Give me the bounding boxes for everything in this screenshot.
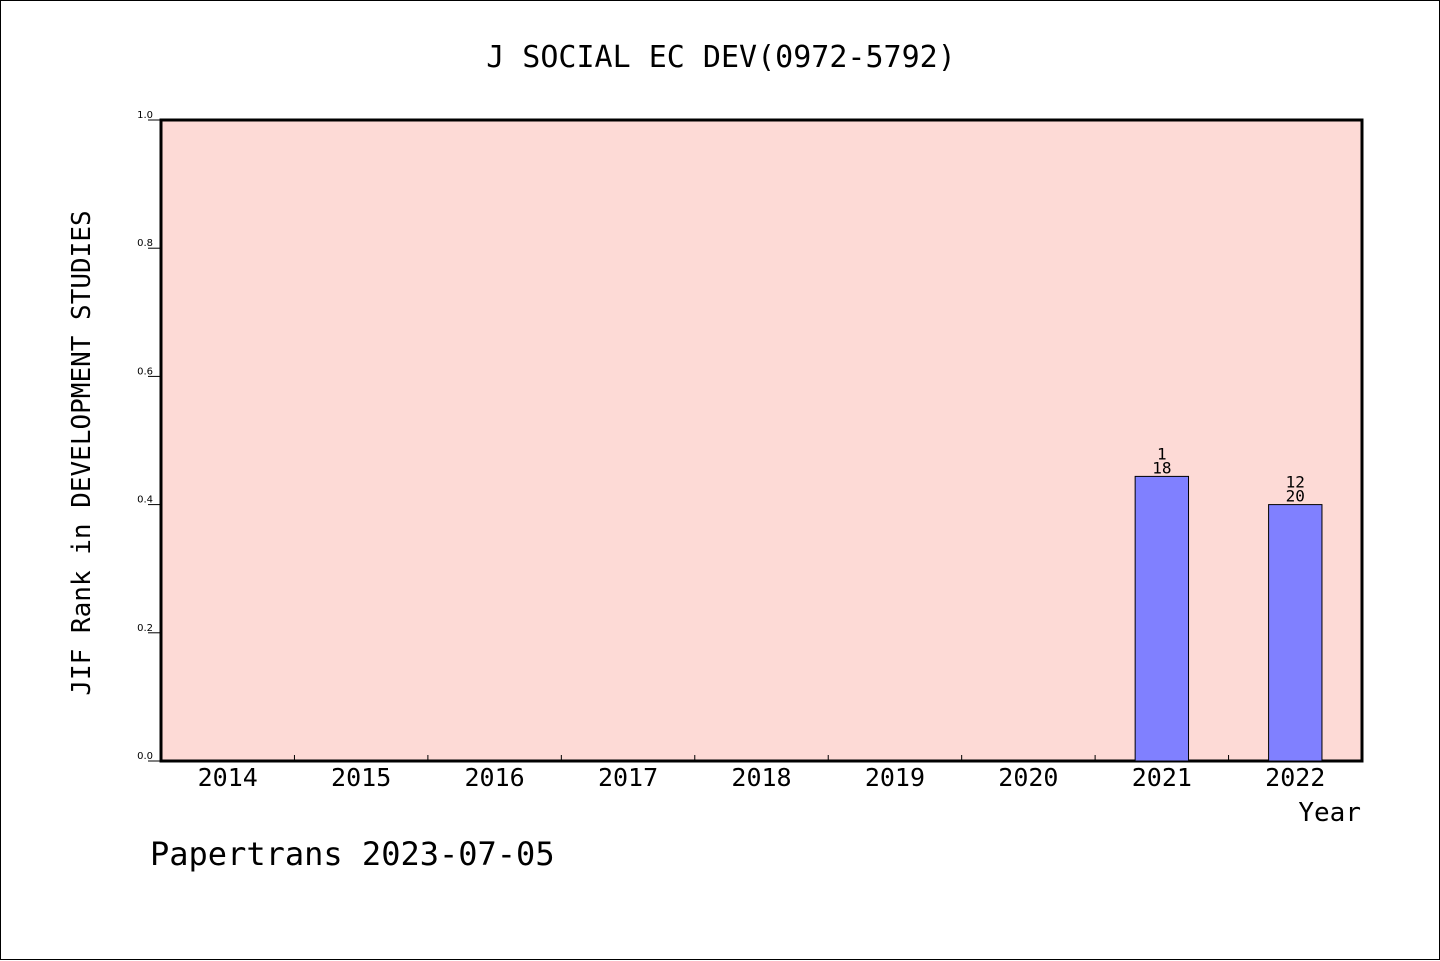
bar	[1134, 475, 1190, 762]
bar-rank-label: 1	[1157, 444, 1167, 463]
x-tick-label: 2015	[331, 763, 391, 792]
x-tick-label: 2019	[865, 763, 925, 792]
chart-title: J SOCIAL EC DEV(0972-5792)	[486, 40, 956, 75]
x-tick-label: 2020	[998, 763, 1058, 792]
y-tick-label: 0.8	[137, 238, 153, 249]
y-tick-label: 0.6	[137, 366, 153, 377]
bar	[1268, 504, 1323, 762]
x-tick-label: 2014	[198, 763, 258, 792]
bar-rank-label: 12	[1286, 473, 1305, 492]
x-axis-label: Year	[1298, 798, 1361, 828]
bar-total-label: 18	[1152, 458, 1171, 477]
y-axis-label: JIF Rank in DEVELOPMENT STUDIES	[67, 210, 97, 695]
x-tick-label: 2016	[465, 763, 525, 792]
y-axis-ticks: 0.0 0.2 0.4 0.6 0.8 1.0	[137, 110, 161, 762]
x-tick-label: 2017	[598, 763, 658, 792]
y-tick-label: 0.2	[137, 623, 153, 634]
y-tick-label: 1.0	[137, 110, 153, 121]
credit-text: Papertrans 2023-07-05	[150, 835, 555, 873]
x-tick-label: 2022	[1265, 763, 1325, 792]
y-tick-label: 0.4	[137, 495, 153, 506]
x-axis-ticks: 2014 2015 2016 2017 2018 2019 2020 2021 2022	[198, 755, 1325, 792]
bar-total-label: 20	[1286, 487, 1305, 506]
x-tick-label: 2018	[731, 763, 791, 792]
x-tick-label: 2021	[1132, 763, 1192, 792]
y-tick-label: 0.0	[137, 751, 153, 762]
